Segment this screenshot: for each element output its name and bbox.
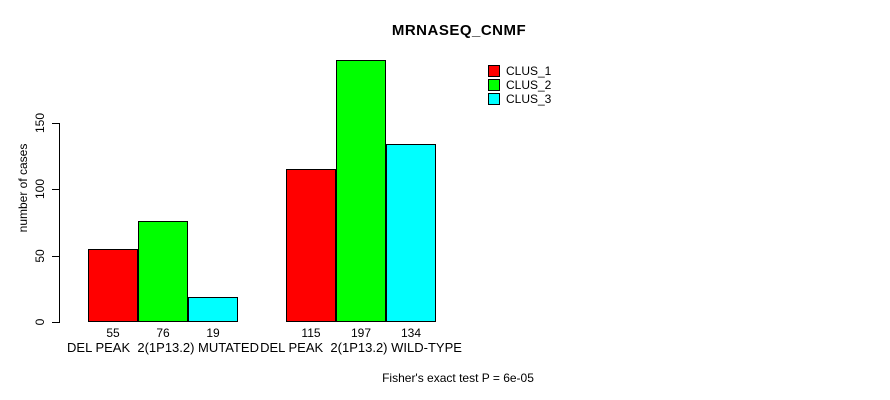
y-axis-tick-label: 150 bbox=[33, 112, 47, 133]
legend-row-clus_1: CLUS_1 bbox=[488, 63, 552, 78]
bar-value-label: 76 bbox=[156, 326, 170, 340]
legend-row-clus_3: CLUS_3 bbox=[488, 91, 552, 106]
legend-swatch-clus_3 bbox=[488, 92, 500, 105]
legend-swatch-clus_1 bbox=[488, 64, 500, 77]
chart-title: MRNASEQ_CNMF bbox=[391, 22, 527, 39]
bar-value-label: 197 bbox=[350, 326, 372, 340]
y-axis-tick bbox=[52, 255, 59, 257]
y-axis-label: number of cases bbox=[16, 143, 30, 233]
bar-value-label: 134 bbox=[400, 326, 422, 340]
legend: CLUS_1 CLUS_2 CLUS_3 bbox=[488, 64, 551, 106]
y-axis-line bbox=[59, 122, 60, 323]
y-axis-tick bbox=[52, 189, 59, 190]
bar-value-label: 115 bbox=[301, 326, 321, 340]
bar-clus_1-group2 bbox=[286, 169, 336, 322]
y-axis-tick bbox=[52, 122, 59, 124]
y-axis-tick-label: 0 bbox=[33, 318, 47, 326]
bar-clus_3-group2 bbox=[386, 144, 436, 322]
bar-clus_3-group1 bbox=[188, 297, 238, 322]
category-label-group1: DEL PEAK 2(1P13.2) MUTATED bbox=[67, 340, 259, 355]
legend-label-clus_1: CLUS_1 bbox=[506, 63, 552, 78]
bar-clus_2-group2 bbox=[336, 60, 386, 322]
bar-clus_2-group1 bbox=[138, 221, 188, 322]
legend-label-clus_2: CLUS_2 bbox=[506, 77, 552, 92]
annotation-text: Fisher's exact test P = 6e-05 bbox=[382, 371, 534, 385]
bar-clus_1-group1 bbox=[88, 249, 138, 322]
y-axis-tick bbox=[52, 322, 59, 323]
bar-value-label: 55 bbox=[106, 326, 120, 340]
legend-label-clus_3: CLUS_3 bbox=[506, 91, 552, 106]
legend-row-clus_2: CLUS_2 bbox=[488, 77, 552, 92]
category-label-group2: DEL PEAK 2(1P13.2) WILD-TYPE bbox=[260, 340, 462, 355]
bar-value-label: 19 bbox=[206, 326, 220, 340]
legend-swatch-clus_2 bbox=[488, 78, 500, 91]
y-axis-tick-label: 50 bbox=[33, 248, 47, 263]
y-axis-tick-label: 100 bbox=[33, 178, 47, 200]
